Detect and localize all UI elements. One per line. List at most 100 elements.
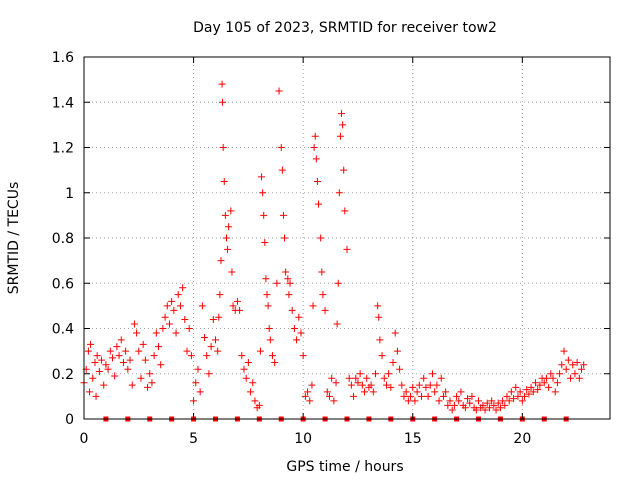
data-point [306, 397, 314, 405]
y-tick-label: 0.4 [52, 322, 74, 338]
data-point [527, 383, 535, 391]
data-point [514, 392, 522, 400]
data-point [420, 374, 428, 382]
data-point [251, 397, 259, 405]
data-point [411, 397, 419, 405]
data-point [111, 372, 119, 380]
data-point [141, 356, 149, 364]
y-tick-label: 0.8 [52, 231, 74, 247]
data-point [369, 388, 377, 396]
data-point [503, 392, 511, 400]
data-point [256, 347, 264, 355]
data-point [341, 207, 349, 215]
data-point [334, 279, 342, 287]
data-point [279, 211, 287, 219]
data-point [375, 313, 383, 321]
chart-title: Day 105 of 2023, SRMTID for receiver tow… [193, 20, 497, 36]
data-point [196, 388, 204, 396]
data-point [385, 370, 393, 378]
data-point [170, 306, 178, 314]
y-tick-label: 1 [65, 186, 74, 202]
data-point [536, 381, 544, 389]
data-point [203, 352, 211, 360]
data-point [488, 397, 496, 405]
data-point [551, 388, 559, 396]
data-point [275, 87, 283, 95]
data-point [512, 383, 520, 391]
data-point [558, 361, 566, 369]
data-point [556, 370, 564, 378]
data-point [176, 302, 184, 310]
data-point [260, 211, 268, 219]
data-point [553, 379, 561, 387]
data-point [571, 370, 579, 378]
data-point [564, 356, 572, 364]
data-point [185, 325, 193, 332]
data-point [157, 361, 165, 369]
data-point [144, 383, 152, 391]
data-point [352, 374, 360, 382]
data-point [336, 132, 344, 140]
data-point [521, 392, 529, 400]
data-point [93, 352, 101, 360]
data-point [288, 306, 296, 314]
data-point [119, 358, 127, 366]
data-point [286, 279, 294, 287]
data-point [190, 397, 198, 405]
data-point [490, 401, 498, 409]
y-tick-label: 1.4 [52, 95, 74, 111]
data-point [271, 358, 279, 366]
data-point [225, 223, 233, 231]
data-point [494, 399, 502, 407]
data-point [98, 356, 106, 364]
data-point [483, 399, 491, 407]
data-point [378, 352, 386, 360]
data-point [472, 406, 480, 414]
data-point [542, 374, 550, 382]
data-point [297, 329, 305, 337]
data-point [361, 388, 369, 396]
data-point [181, 315, 189, 323]
data-point [247, 388, 255, 396]
data-point [505, 397, 513, 405]
data-point [319, 291, 327, 299]
data-point [468, 392, 476, 400]
data-point [222, 234, 230, 242]
data-point [402, 388, 410, 396]
data-point [481, 406, 489, 414]
data-point [422, 383, 430, 391]
data-point [446, 397, 454, 405]
data-point [277, 144, 285, 151]
data-point [168, 297, 176, 305]
data-point [335, 189, 343, 197]
data-point [233, 297, 241, 305]
data-point [117, 336, 125, 344]
data-point [313, 177, 321, 185]
data-point [510, 395, 518, 403]
data-point [209, 315, 217, 323]
data-point [106, 347, 114, 355]
x-tick-label: 0 [80, 431, 89, 447]
data-point [345, 374, 353, 382]
y-tick-label: 0.6 [52, 276, 74, 292]
data-point [531, 379, 539, 387]
axis-ticks: 0 5 10 15 20 0 0.2 0.4 0.6 0.8 1 1.2 1.4 1.6 [52, 50, 610, 447]
y-tick-label: 1.6 [52, 50, 74, 66]
data-point [139, 340, 147, 348]
data-point [244, 358, 252, 366]
data-point [295, 313, 303, 321]
x-tick-label: 5 [189, 431, 198, 447]
data-point [371, 370, 379, 378]
data-point [259, 189, 267, 197]
data-point [457, 388, 465, 396]
data-point [332, 379, 340, 387]
data-point [108, 354, 116, 362]
data-point [163, 302, 171, 310]
data-point [315, 200, 323, 208]
data-point [224, 245, 232, 253]
data-point [135, 347, 143, 355]
data-point [516, 388, 524, 396]
data-point [389, 358, 397, 366]
data-point [128, 381, 136, 389]
data-point [284, 275, 292, 283]
